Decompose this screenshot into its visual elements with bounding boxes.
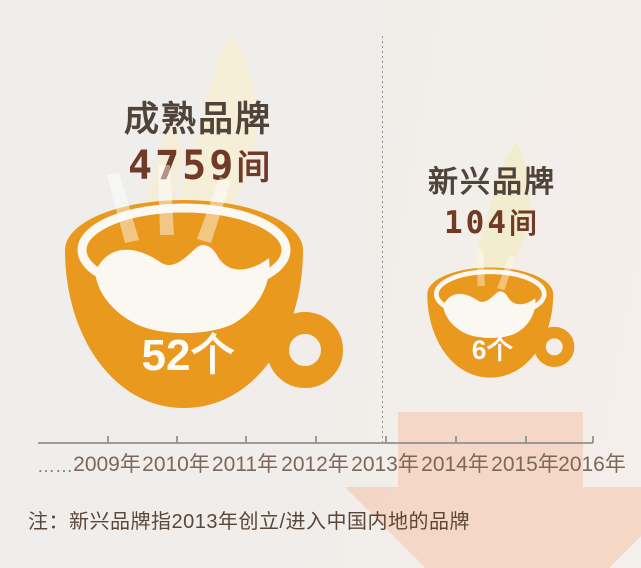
emerging-store-count-value: 104: [444, 205, 509, 241]
timeline-tick: [385, 436, 387, 443]
timeline-label-2009: 2009年: [73, 453, 141, 476]
mature-store-count-unit: 间: [236, 149, 271, 187]
timeline-label-2010: 2010年: [142, 453, 210, 476]
timeline-label-2012: 2012年: [281, 453, 349, 476]
emerging-brand-count-label: 6个: [472, 335, 514, 365]
emerging-store-count: 104间: [444, 208, 537, 239]
divider-dashed-line: [382, 36, 383, 442]
latte-foam: [443, 291, 536, 338]
emerging-brand-title: 新兴品牌: [428, 166, 556, 199]
timeline-tick: [455, 436, 457, 443]
mature-brand-count-label: 52个: [142, 331, 235, 380]
timeline-label-2016: 2016年: [558, 453, 626, 476]
mature-store-count-value: 4759: [128, 143, 237, 189]
emerging-store-count-unit: 间: [509, 208, 538, 239]
cup-steam-wisps-icon: [476, 249, 516, 291]
timeline-tick: [245, 436, 247, 443]
mature-brand-title: 成熟品牌: [124, 100, 273, 139]
timeline-label-2015: 2015年: [491, 453, 559, 476]
cup-handle: [267, 312, 343, 388]
cup-steam-wisps-icon: [107, 165, 231, 243]
timeline-label-2013: 2013年: [351, 453, 419, 476]
cup-handle: [534, 326, 575, 367]
steam-leaf-left-icon: [179, 34, 257, 232]
timeline-tick: [176, 436, 178, 443]
steam-leaf-right-icon: [476, 142, 531, 281]
mature-store-count: 4759间: [128, 146, 270, 186]
timeline-tick: [315, 436, 317, 443]
big-coffee-cup-icon: 52个: [65, 165, 343, 408]
timeline-tick: [525, 436, 527, 443]
small-coffee-cup-icon: 6个: [427, 249, 575, 378]
timeline-label-2014: 2014年: [421, 453, 489, 476]
timeline-tick: [107, 436, 109, 443]
timeline-axis: [38, 442, 593, 444]
timeline-tick: [592, 436, 594, 443]
timeline-label-2011: 2011年: [211, 453, 279, 476]
footnote: 注：新兴品牌指2013年创立/进入中国内地的品牌: [28, 511, 471, 533]
timeline-label-ellipsis: ……: [37, 456, 73, 476]
latte-foam: [95, 244, 270, 334]
